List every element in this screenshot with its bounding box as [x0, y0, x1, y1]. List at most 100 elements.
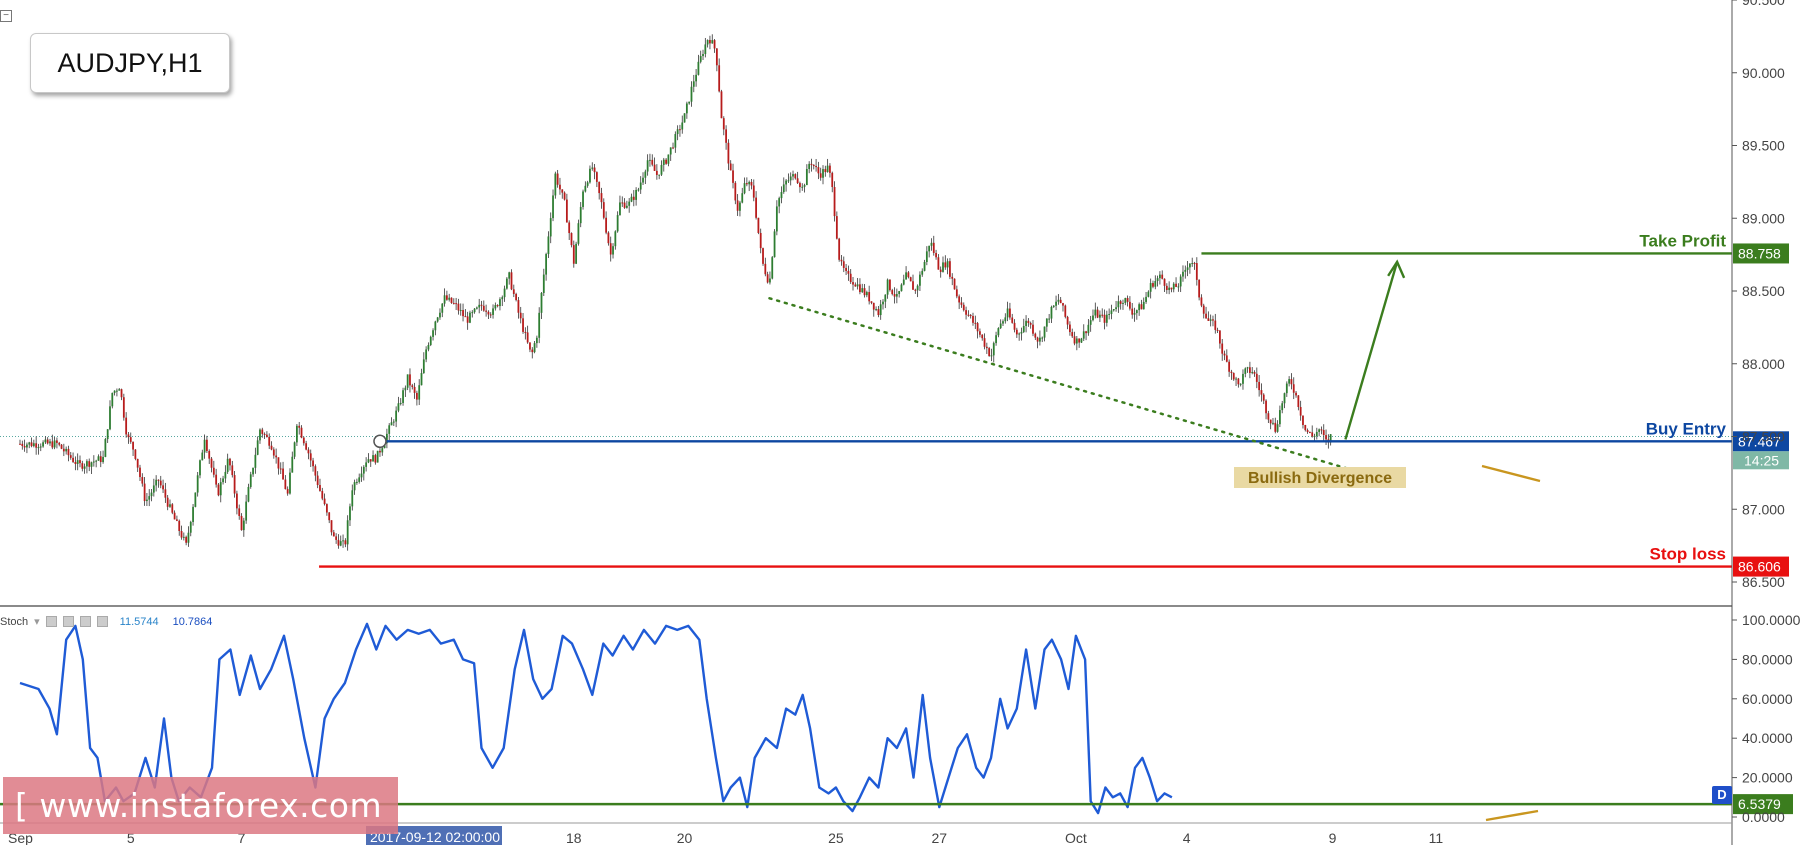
candle-body — [1221, 343, 1224, 354]
candle-body — [353, 482, 356, 491]
candle-body — [1299, 407, 1302, 416]
candle-body — [266, 434, 268, 437]
candle-body — [598, 181, 601, 194]
candle-body — [1002, 321, 1004, 324]
candle-body — [808, 163, 811, 170]
candle-body — [649, 159, 651, 161]
candle-body — [425, 349, 428, 360]
candle-body — [339, 541, 342, 546]
candle-body — [831, 172, 834, 188]
stoch-line — [19, 622, 1173, 815]
candle-body — [291, 456, 294, 473]
stoch-tick-label: 100.0000 — [1742, 612, 1801, 628]
candle-body — [261, 429, 264, 434]
add-icon[interactable] — [79, 616, 91, 627]
candle-body — [1069, 324, 1071, 333]
settings-icon[interactable] — [62, 616, 74, 627]
candle-body — [1156, 278, 1159, 281]
candle-body — [815, 166, 817, 168]
candle-body — [457, 303, 460, 311]
candle-body — [141, 477, 144, 484]
candle-body — [868, 292, 871, 302]
candle-body — [402, 390, 404, 403]
candle-body — [150, 492, 153, 497]
candle-body — [496, 305, 499, 307]
candle-body — [429, 336, 432, 345]
candle-body — [1306, 430, 1309, 432]
candle-body — [182, 536, 185, 538]
stoch-title: Stoch — [0, 615, 29, 628]
collapse-icon[interactable]: − — [0, 10, 12, 22]
candle-body — [937, 257, 940, 270]
level-price-box — [1733, 431, 1789, 452]
candle-body — [1032, 324, 1034, 334]
candle-body — [478, 304, 481, 308]
candle-body — [349, 506, 351, 521]
candle-body — [702, 54, 704, 57]
candle-body — [1198, 279, 1201, 298]
time-tick-label: 4 — [1183, 830, 1191, 845]
candle-body — [612, 246, 614, 255]
candle-body — [19, 443, 21, 445]
candle-body — [1248, 367, 1251, 373]
candle-body — [1064, 305, 1067, 317]
candle-body — [635, 189, 638, 200]
candle-body — [240, 515, 243, 531]
candle-body — [960, 302, 963, 305]
time-tick-label: 7 — [238, 830, 246, 845]
candle-body — [1295, 392, 1297, 396]
candle-body — [669, 147, 672, 155]
candle-body — [939, 269, 942, 272]
candle-body — [503, 288, 506, 298]
close-icon[interactable] — [96, 616, 108, 627]
candle-body — [789, 176, 792, 181]
candle-body — [559, 184, 561, 190]
candle-body — [1161, 274, 1164, 279]
candle-body — [379, 450, 381, 453]
candle-body — [1027, 320, 1030, 323]
stoch-level-box — [1733, 794, 1793, 815]
candle-body — [676, 129, 679, 135]
candle-body — [365, 462, 368, 467]
candle-body — [718, 65, 721, 92]
candle-body — [1177, 286, 1180, 288]
candle-body — [319, 485, 321, 491]
candle-body — [1285, 383, 1288, 394]
candle-body — [720, 91, 723, 119]
candle-body — [884, 294, 887, 302]
candle-body — [259, 429, 261, 441]
candle-body — [1170, 287, 1173, 290]
candle-body — [1089, 320, 1092, 325]
candle-body — [388, 425, 391, 434]
candle-body — [595, 172, 598, 182]
candle-body — [829, 165, 831, 173]
candle-body — [441, 303, 444, 313]
candle-body — [554, 173, 557, 196]
candle-body — [1251, 372, 1254, 374]
candle-body — [245, 501, 248, 521]
candle-body — [1182, 271, 1184, 277]
candle-body — [628, 201, 631, 206]
candle-body — [455, 303, 458, 305]
candle-body — [824, 169, 827, 173]
candle-body — [775, 206, 778, 232]
candle-body — [148, 496, 151, 500]
candle-body — [745, 183, 748, 185]
candle-body — [729, 163, 732, 171]
candle-body — [1242, 373, 1244, 384]
candle-body — [1152, 283, 1154, 287]
time-tick-label: 9 — [1329, 830, 1337, 845]
candle-body — [1165, 285, 1168, 291]
candle-body — [586, 182, 589, 186]
candle-body — [893, 294, 896, 297]
candle-body — [646, 160, 649, 172]
candle-body — [199, 460, 201, 476]
candle-body — [679, 129, 681, 131]
candle-body — [925, 251, 928, 262]
candle-body — [166, 497, 169, 507]
price-tick-label: 88.500 — [1742, 283, 1785, 299]
visibility-icon[interactable] — [45, 616, 57, 627]
candle-body — [778, 198, 781, 207]
candle-body — [76, 460, 79, 464]
